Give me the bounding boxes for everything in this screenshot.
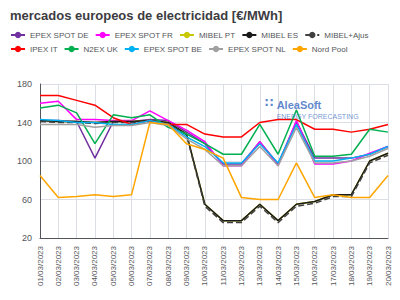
- svg-text:03/03/2023: 03/03/2023: [72, 245, 81, 286]
- svg-text:ENERGY FORECASTING: ENERGY FORECASTING: [277, 113, 359, 120]
- svg-text:EPEX SPOT NL: EPEX SPOT NL: [228, 45, 286, 54]
- svg-text:EPEX SPOT DE: EPEX SPOT DE: [30, 31, 89, 40]
- svg-text:15/03/2023: 15/03/2023: [292, 245, 301, 286]
- svg-text:13/03/2023: 13/03/2023: [255, 245, 264, 286]
- svg-text:11/03/2023: 11/03/2023: [219, 245, 228, 285]
- svg-text:MIBEL ES: MIBEL ES: [261, 31, 298, 40]
- svg-text:07/03/2023: 07/03/2023: [145, 245, 154, 286]
- svg-text:60: 60: [22, 195, 32, 205]
- svg-text:100: 100: [17, 156, 32, 166]
- svg-text:Nord Pool: Nord Pool: [312, 45, 348, 54]
- svg-text:09/03/2023: 09/03/2023: [182, 245, 191, 286]
- svg-text:05/03/2023: 05/03/2023: [109, 245, 118, 286]
- svg-text:20/03/2023: 20/03/2023: [384, 245, 393, 286]
- svg-text:10/03/2023: 10/03/2023: [200, 245, 209, 286]
- svg-text:∷: ∷: [265, 96, 273, 110]
- svg-text:N2EX UK: N2EX UK: [84, 45, 119, 54]
- svg-text:12/03/2023: 12/03/2023: [237, 245, 246, 286]
- svg-text:02/03/2023: 02/03/2023: [54, 245, 63, 286]
- svg-text:19/03/2023: 19/03/2023: [365, 245, 374, 286]
- svg-text:06/03/2023: 06/03/2023: [127, 245, 136, 286]
- svg-text:EPEX SPOT FR: EPEX SPOT FR: [115, 31, 173, 40]
- svg-text:AleaSoft: AleaSoft: [277, 99, 322, 111]
- svg-text:EPEX SPOT BE: EPEX SPOT BE: [144, 45, 202, 54]
- svg-text:17/03/2023: 17/03/2023: [329, 245, 338, 286]
- svg-text:MIBEL+Ajus: MIBEL+Ajus: [324, 31, 368, 40]
- svg-text:08/03/2023: 08/03/2023: [164, 245, 173, 286]
- svg-text:IPEX IT: IPEX IT: [30, 45, 58, 54]
- svg-text:14/03/2023: 14/03/2023: [274, 245, 283, 286]
- svg-text:04/03/2023: 04/03/2023: [90, 245, 99, 286]
- svg-text:16/03/2023: 16/03/2023: [310, 245, 319, 286]
- svg-text:20: 20: [22, 233, 32, 243]
- svg-text:MIBEL PT: MIBEL PT: [199, 31, 235, 40]
- svg-text:01/03/2023: 01/03/2023: [36, 245, 45, 286]
- svg-text:140: 140: [17, 118, 32, 128]
- svg-text:180: 180: [17, 79, 32, 89]
- svg-text:18/03/2023: 18/03/2023: [347, 245, 356, 286]
- svg-text:mercados europeos de electrici: mercados europeos de electricidad [€/MWh…: [10, 8, 282, 23]
